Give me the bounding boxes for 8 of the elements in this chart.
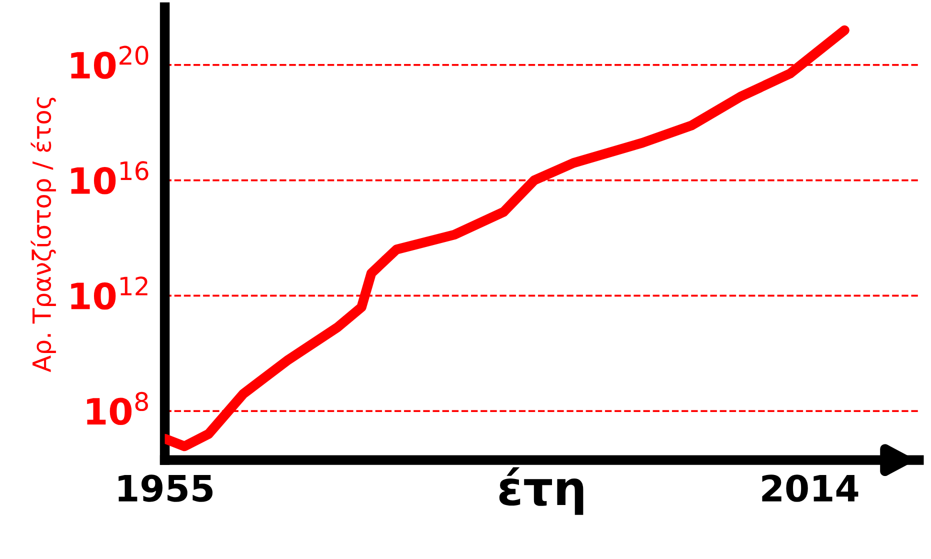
- y-tick-label: 10$^{16}$: [71, 161, 148, 194]
- y-axis-title: Αρ. Τρανζίστορ / έτος: [30, 97, 56, 372]
- x-tick-label: 2014: [762, 474, 858, 502]
- y-tick-label: 10$^{20}$: [71, 46, 148, 79]
- x-tick-label: 1955: [118, 474, 213, 502]
- x-axis-title: έτη: [499, 467, 584, 515]
- y-tick-label: 10$^{8}$: [87, 392, 148, 426]
- y-tick-label: 10$^{12}$: [71, 276, 148, 310]
